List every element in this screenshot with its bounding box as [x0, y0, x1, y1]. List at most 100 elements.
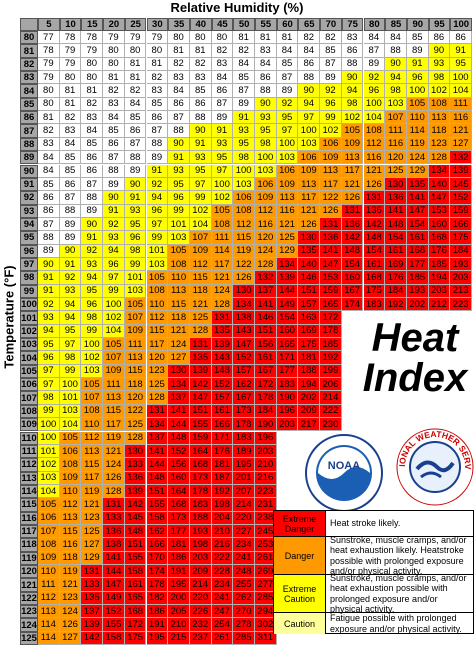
- heat-index-cell: 132: [450, 151, 472, 165]
- temperature-header: 95: [20, 231, 38, 245]
- heat-index-cell: 106: [59, 444, 82, 459]
- legend-description: Sunstroke, muscle cramps, and/or heat ex…: [330, 572, 467, 615]
- heat-index-cell: 143: [233, 324, 255, 339]
- heat-index-cell: 82: [211, 44, 234, 58]
- heat-index-cell: 95: [38, 338, 60, 352]
- heat-index-cell: 195: [168, 578, 190, 592]
- heat-index-cell: 79: [81, 44, 104, 58]
- heat-index-cell: 159: [320, 284, 342, 298]
- heat-index-cell: 192: [385, 298, 407, 312]
- heat-index-cell: 154: [341, 257, 364, 272]
- temperature-header: 100: [20, 298, 38, 312]
- heat-index-cell: 117: [103, 418, 125, 432]
- heat-index-cell: 139: [81, 618, 104, 632]
- heat-index-cell: 161: [255, 351, 277, 365]
- heat-index-cell: 88: [168, 124, 190, 138]
- heat-index-cell: 92: [320, 84, 342, 98]
- heat-index-cell: 101: [168, 217, 190, 232]
- heat-index-cell: 100: [298, 124, 321, 138]
- heat-index-cell: 105: [406, 97, 429, 112]
- heat-index-cell: 93: [81, 257, 104, 272]
- heat-index-cell: 134: [428, 164, 451, 178]
- heat-index-cell: 124: [168, 338, 190, 352]
- heat-index-cell: 106: [233, 191, 255, 205]
- heat-index-cell: 94: [59, 298, 82, 312]
- heat-index-cell: 105: [341, 124, 364, 138]
- heat-index-cell: 105: [59, 431, 82, 445]
- heat-index-cell: 205: [168, 605, 190, 619]
- legend-description: Heat stroke likely.: [330, 518, 401, 529]
- heat-index-cell: 92: [38, 298, 60, 312]
- heat-index-cell: 248: [233, 565, 255, 579]
- temperature-header: 112: [20, 458, 38, 472]
- heat-index-cell: 127: [168, 351, 190, 365]
- temperature-header: 115: [20, 498, 38, 512]
- heat-index-cell: 133: [124, 458, 147, 472]
- heat-index-cell: 80: [81, 71, 104, 85]
- heat-index-cell: 115: [146, 324, 169, 339]
- heat-index-cell: 135: [189, 351, 212, 365]
- heat-index-cell: 166: [450, 217, 472, 232]
- heat-index-cell: 94: [298, 97, 321, 112]
- heat-index-cell: 117: [320, 177, 342, 192]
- heat-index-cell: 184: [255, 404, 277, 419]
- heat-index-cell: 94: [103, 244, 125, 258]
- heat-index-cell: 90: [168, 137, 190, 152]
- heat-index-cell: 91: [38, 284, 60, 298]
- heat-index-cell: 155: [189, 418, 212, 432]
- heat-index-cell: 131: [146, 404, 169, 419]
- nws-logo: NATIONAL WEATHER SERVICE: [395, 427, 474, 506]
- heat-index-cell: 125: [124, 418, 147, 432]
- heat-index-cell: 165: [276, 338, 299, 352]
- heat-index-cell: 137: [146, 431, 169, 445]
- heat-index-cell: 112: [363, 137, 386, 152]
- heat-index-cell: 88: [103, 164, 125, 178]
- heat-index-cell: 95: [59, 324, 82, 339]
- heat-index-cell: 80: [81, 57, 104, 72]
- heat-index-cell: 124: [211, 284, 234, 298]
- heat-index-cell: 85: [276, 57, 299, 72]
- humidity-header: 70: [320, 18, 342, 31]
- temperature-header: 83: [20, 71, 38, 85]
- heat-index-cell: 158: [124, 565, 147, 579]
- heat-index-cell: 89: [124, 164, 147, 178]
- heat-index-cell: 147: [189, 391, 212, 405]
- heat-index-cell: 103: [385, 97, 407, 112]
- humidity-header: 20: [103, 18, 125, 31]
- heat-index-cell: 98: [341, 97, 364, 112]
- legend-row-extreme-danger: Extreme Danger Heat stroke likely.: [274, 511, 473, 537]
- heat-index-cell: 228: [211, 565, 234, 579]
- heat-index-cell: 113: [124, 351, 147, 365]
- heat-index-cell: 148: [341, 244, 364, 258]
- heat-index-cell: 171: [211, 431, 234, 445]
- humidity-header: 10: [59, 18, 82, 31]
- heat-index-cell: 96: [124, 231, 147, 245]
- heat-index-cell: 98: [38, 391, 60, 405]
- heat-index-cell: 128: [103, 484, 125, 499]
- heat-index-cell: 155: [146, 498, 169, 512]
- heat-index-cell: 108: [233, 204, 255, 218]
- heat-index-cell: 101: [59, 391, 82, 405]
- heat-index-cell: 164: [189, 444, 212, 459]
- heat-index-cell: 108: [38, 538, 60, 552]
- heat-index-cell: 91: [38, 271, 60, 285]
- heat-index-cell: 80: [103, 57, 125, 72]
- heat-index-cell: 112: [255, 204, 277, 218]
- temperature-header: 118: [20, 538, 38, 552]
- humidity-header: 90: [406, 18, 429, 31]
- temperature-header: 89: [20, 151, 38, 165]
- heat-index-cell: 112: [38, 591, 60, 606]
- heat-index-cell: 85: [189, 84, 212, 98]
- table-corner: [20, 18, 38, 31]
- heat-index-cell: 94: [38, 324, 60, 339]
- heat-index-cell: 81: [189, 44, 212, 58]
- heat-index-cell: 131: [189, 338, 212, 352]
- heat-index-cell: 125: [146, 378, 169, 392]
- heat-index-cell: 82: [59, 111, 82, 125]
- heat-index-cell: 178: [233, 418, 255, 432]
- heat-index-cell: 90: [341, 71, 364, 85]
- heat-index-cell: 108: [363, 124, 386, 138]
- heat-index-cell: 89: [233, 97, 255, 112]
- heat-index-cell: 169: [385, 257, 407, 272]
- heat-index-cell: 226: [189, 605, 212, 619]
